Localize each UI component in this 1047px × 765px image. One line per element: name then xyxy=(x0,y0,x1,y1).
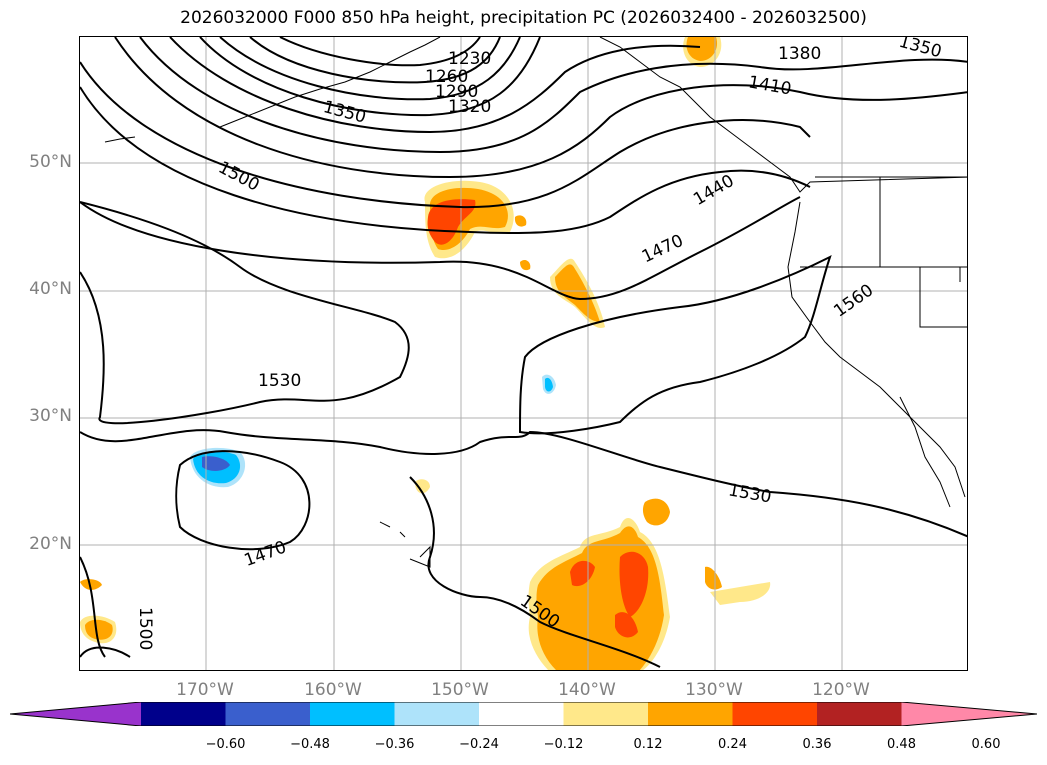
contour-label: 1530 xyxy=(258,371,301,391)
colorbar-segment xyxy=(817,702,902,726)
contour-label: 1440 xyxy=(690,171,737,210)
precip-negative-areas xyxy=(190,374,556,488)
contour-labels: 1230 1260 1290 1320 1350 1380 1350 1410 … xyxy=(135,37,944,650)
contour-label: 1530 xyxy=(727,480,773,507)
colorbar-tick-label: −0.60 xyxy=(205,737,246,752)
contour-label: 1350 xyxy=(897,37,944,62)
colorbar-segment xyxy=(225,702,311,726)
lat-label-40n: 40°N xyxy=(29,279,72,299)
contour-label: 1380 xyxy=(778,44,821,64)
colorbar-tick-label: −0.36 xyxy=(374,737,415,752)
colorbar-tick-label: −0.12 xyxy=(543,737,584,752)
contour-label: 1560 xyxy=(830,280,877,321)
colorbar-segment xyxy=(732,702,818,726)
colorbar-segment xyxy=(479,702,564,726)
colorbar-segment xyxy=(310,702,395,726)
colorbar-extend-max xyxy=(901,702,1037,726)
colorbar-segment xyxy=(563,702,649,726)
precip-positive-areas xyxy=(80,37,771,670)
lat-label-50n: 50°N xyxy=(29,152,72,172)
colorbar xyxy=(9,701,1038,727)
lat-label-20n: 20°N xyxy=(29,534,72,554)
contour-label: 1500 xyxy=(135,607,155,650)
colorbar-segment xyxy=(648,702,733,726)
height-contours xyxy=(80,37,967,668)
colorbar-svg xyxy=(9,701,1038,727)
colorbar-tick-label: 0.48 xyxy=(887,737,916,752)
contour-label: 1320 xyxy=(448,97,491,117)
colorbar-segment xyxy=(394,702,480,726)
map-title: 2026032000 F000 850 hPa height, precipit… xyxy=(180,8,867,28)
lon-label-130w: 130°W xyxy=(685,680,743,700)
colorbar-tick-label: −0.24 xyxy=(459,737,499,752)
map-panel: 1230 1260 1290 1320 1350 1380 1350 1410 … xyxy=(79,36,968,671)
coastlines xyxy=(104,37,967,568)
colorbar-tick-label: 0.12 xyxy=(633,737,663,752)
colorbar-tick-label: 0.36 xyxy=(802,737,832,752)
lon-label-120w: 120°W xyxy=(812,680,870,700)
contour-label: 1410 xyxy=(747,72,793,99)
contour-label: 1260 xyxy=(425,67,468,87)
map-canvas: 1230 1260 1290 1320 1350 1380 1350 1410 … xyxy=(80,37,967,670)
contour-label: 1470 xyxy=(242,537,289,571)
colorbar-extend-min xyxy=(10,702,141,726)
contour-label: 1230 xyxy=(448,49,491,69)
contour-label: 1290 xyxy=(435,82,478,102)
colorbar-segment xyxy=(141,702,226,726)
lon-label-140w: 140°W xyxy=(558,680,616,700)
lon-label-160w: 160°W xyxy=(304,680,362,700)
colorbar-tick-label: 0.24 xyxy=(718,737,747,752)
colorbar-tick-label: −0.48 xyxy=(290,737,330,752)
lon-label-170w: 170°W xyxy=(176,680,234,700)
lat-label-30n: 30°N xyxy=(29,406,72,426)
map-gridlines xyxy=(80,37,967,670)
colorbar-tick-label: 0.60 xyxy=(971,737,1001,752)
lon-label-150w: 150°W xyxy=(431,680,489,700)
